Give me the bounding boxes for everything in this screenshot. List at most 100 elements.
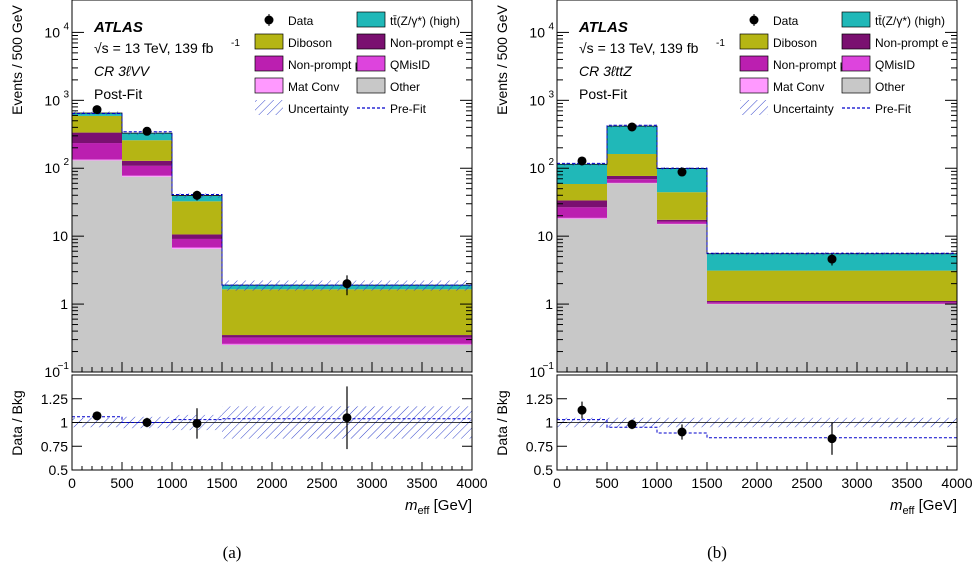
data-point (92, 105, 102, 115)
ratio-y-tick-label: 0.75 (526, 438, 553, 454)
ratio-point (92, 411, 102, 421)
legend-label: Diboson (773, 36, 817, 50)
energy-label-exponent: -1 (231, 38, 240, 49)
legend-marker (264, 15, 274, 25)
stack-bar-non-prompt--bin-1 (122, 165, 172, 176)
energy-label: √s = 13 TeV, 139 fb (94, 40, 214, 56)
stack-bar-non-prompt-e-bin-2 (657, 219, 707, 222)
legend-label: Uncertainty (288, 102, 349, 116)
ratio-point (577, 405, 587, 415)
energy-label-exponent: -1 (716, 38, 725, 49)
stack-bar-non-prompt--bin-1 (607, 179, 657, 183)
stack-bar-mat-conv-bin-3 (222, 344, 472, 345)
legend-label: Non-prompt e (875, 36, 949, 50)
legend-swatch (739, 33, 769, 50)
x-tick-label: 2000 (256, 475, 287, 491)
stack-bar-non-prompt-e-bin-1 (607, 175, 657, 180)
legend-swatch (841, 55, 871, 72)
ratio-y-tick-label: 0.5 (49, 462, 69, 478)
ratio-y-tick-label: 0.5 (534, 462, 554, 478)
x-tick-label: 3000 (841, 475, 872, 491)
stack-bar-non-prompt--bin-0 (557, 207, 607, 218)
legend-label: Pre-Fit (390, 102, 427, 116)
x-tick-label: 3500 (891, 475, 922, 491)
x-tick-label: 0 (553, 475, 561, 491)
stack-bar-other-bin-2 (172, 248, 222, 372)
stack-bar-mat-conv-bin-2 (172, 247, 222, 249)
y-tick-label: 10 (529, 160, 545, 176)
x-tick-label: 2000 (741, 475, 772, 491)
ratio-y-tick-label: 1.25 (526, 391, 553, 407)
y-tick-label: 10 (529, 364, 545, 380)
atlas-label: ATLAS (578, 19, 628, 36)
stack-bar-diboson-bin-1 (607, 154, 657, 176)
legend-swatch (254, 33, 284, 50)
y-tick-exponent: 2 (63, 157, 69, 168)
x-axis-label-sub: eff (902, 505, 915, 517)
legend-swatch-hatch (740, 100, 768, 115)
stack-bar-non-prompt-e-bin-1 (122, 160, 172, 166)
stack-bar-non-prompt--bin-2 (657, 221, 707, 224)
y-tick-exponent: 4 (63, 21, 69, 32)
caption-a: (a) (223, 543, 242, 562)
stack-bar-other-bin-0 (557, 218, 607, 372)
caption-b: (b) (707, 543, 727, 562)
stack-bar-other-bin-1 (607, 183, 657, 372)
stack-bar-other-bin-3 (707, 304, 957, 372)
legend-swatch (841, 11, 871, 28)
stack-bar-diboson-bin-1 (122, 140, 172, 161)
y-tick-label: 10 (537, 228, 553, 244)
stack-bar-mat-conv-bin-1 (122, 175, 172, 177)
legend-label: tt̄(Z/γ*) (high) (875, 14, 945, 28)
stack-bar-tt-z-high--bin-2 (657, 168, 707, 193)
ratio-y-tick-label: 0.75 (41, 438, 68, 454)
x-tick-label: 500 (595, 475, 619, 491)
stack-bar-other-bin-3 (222, 344, 472, 372)
x-axis-label: meff [GeV] (405, 497, 472, 517)
x-tick-label: 500 (110, 475, 134, 491)
legend-swatch (254, 55, 284, 72)
data-point (142, 126, 152, 136)
ratio-point (342, 413, 352, 423)
y-tick-label: 1 (60, 296, 68, 312)
legend-swatch (356, 11, 386, 28)
legend-label: QMisID (875, 58, 915, 72)
ratio-y-axis-label: Data / Bkg (9, 390, 25, 455)
y-axis-label: Events / 500 GeV (9, 4, 25, 114)
legend-label: Other (875, 80, 905, 94)
stack-bar-non-prompt--bin-3 (222, 337, 472, 344)
stack-bar-diboson-bin-3 (222, 289, 472, 336)
legend-swatch (254, 77, 284, 94)
legend-label: Pre-Fit (875, 102, 912, 116)
data-point (342, 279, 352, 289)
data-point (192, 190, 202, 200)
x-axis-label-unit: [GeV] (914, 497, 957, 514)
stack-bar-other-bin-0 (72, 160, 122, 372)
energy-label: √s = 13 TeV, 139 fb (579, 40, 699, 56)
x-tick-label: 2500 (306, 475, 337, 491)
data-point (627, 122, 637, 132)
legend-swatch (739, 55, 769, 72)
x-tick-label: 1500 (206, 475, 237, 491)
stack-bar-non-prompt-e-bin-3 (707, 301, 957, 303)
legend-label: Non-prompt μ (773, 58, 847, 72)
stack-bar-mat-conv-bin-0 (72, 159, 122, 161)
y-tick-label: 1 (545, 296, 553, 312)
stack-bar-other-bin-2 (657, 224, 707, 372)
legend-label: Diboson (288, 36, 332, 50)
region-label: CR 3ℓVV (94, 63, 151, 79)
prefit-line (72, 112, 472, 286)
stack-bar-diboson-bin-2 (657, 192, 707, 220)
legend-marker (749, 15, 759, 25)
y-tick-label: 10 (44, 92, 60, 108)
ratio-point (627, 419, 637, 429)
legend-swatch (841, 77, 871, 94)
data-point (677, 167, 687, 177)
stack-bar-non-prompt-e-bin-0 (72, 132, 122, 144)
legend-swatch (739, 77, 769, 94)
stack-bar-non-prompt-e-bin-3 (222, 335, 472, 338)
y-tick-label: 10 (52, 228, 68, 244)
data-point (827, 254, 837, 264)
